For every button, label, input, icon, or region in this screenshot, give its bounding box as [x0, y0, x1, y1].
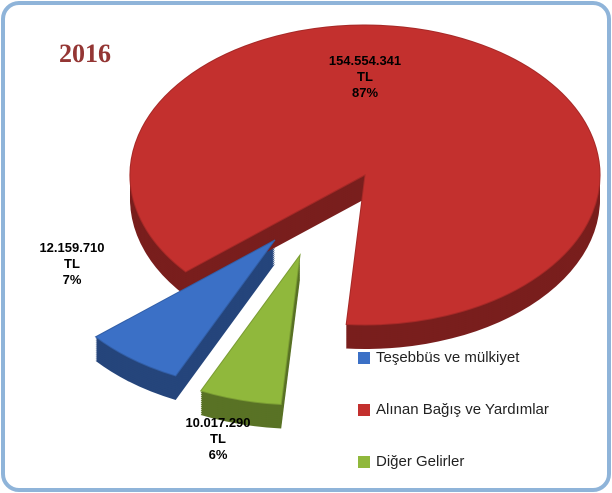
legend-swatch	[358, 456, 370, 468]
legend-label: Teşebbüs ve mülkiyet	[376, 349, 520, 366]
legend-label: Diğer Gelirler	[376, 453, 464, 470]
legend-label: Alınan Bağış ve Yardımlar	[376, 401, 549, 418]
legend-swatch	[358, 404, 370, 416]
slice-layer	[94, 24, 601, 406]
slice	[94, 239, 276, 377]
data-label: 10.017.290 TL 6%	[185, 415, 250, 462]
slice	[199, 253, 301, 406]
chart-title: 2016	[59, 39, 111, 68]
data-label: 154.554.341 TL 87%	[329, 53, 401, 100]
legend-swatch	[358, 352, 370, 364]
slice	[129, 24, 601, 326]
data-label: 12.159.710 TL 7%	[39, 240, 104, 287]
